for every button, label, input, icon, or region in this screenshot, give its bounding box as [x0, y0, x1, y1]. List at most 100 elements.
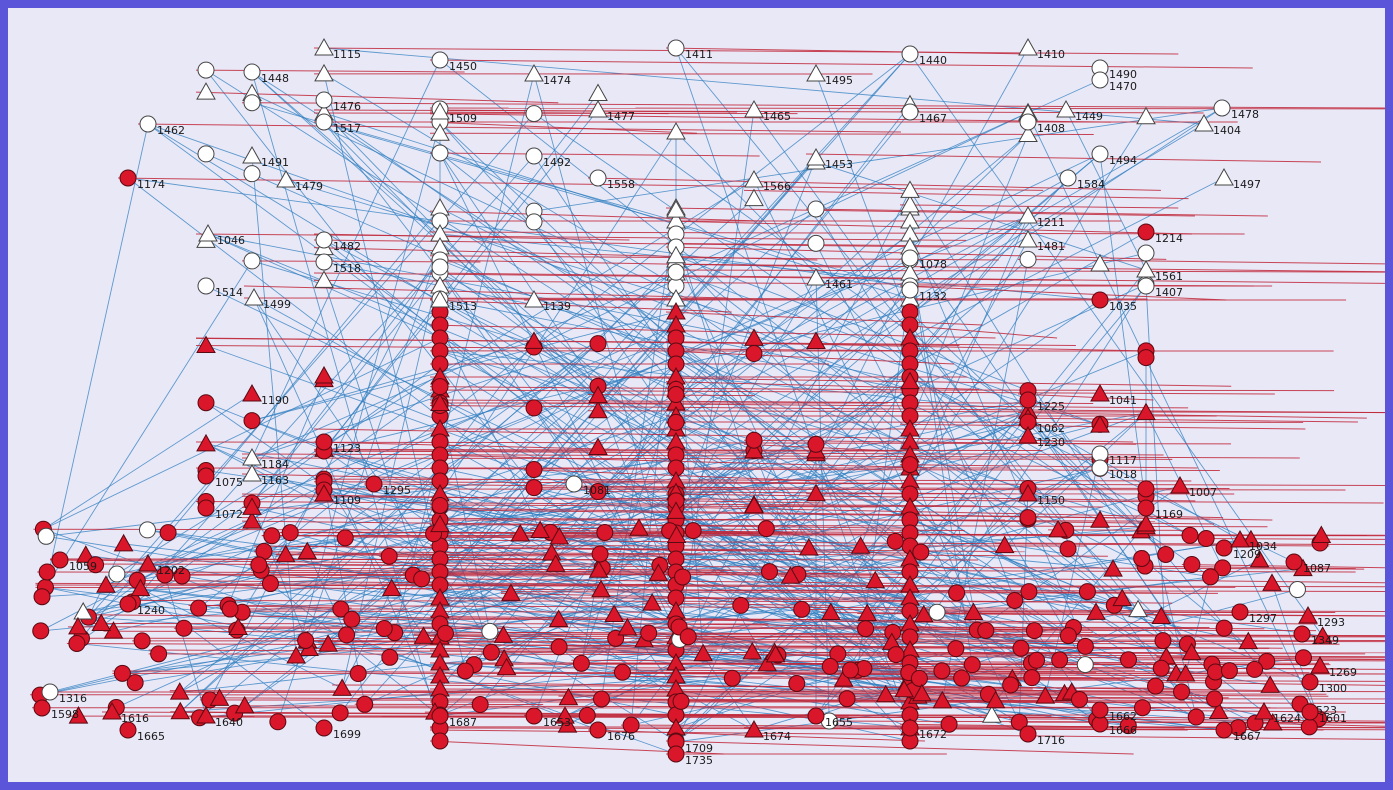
graph-node-1584[interactable]: 1584 — [1059, 169, 1105, 191]
graph-node[interactable] — [196, 82, 216, 100]
node-triangle[interactable] — [932, 690, 953, 709]
graph-node[interactable] — [666, 501, 686, 519]
graph-node[interactable] — [1025, 622, 1043, 640]
graph-node[interactable] — [591, 545, 609, 563]
graph-node[interactable] — [430, 514, 450, 533]
graph-node-1211[interactable]: 1211 — [1018, 205, 1065, 229]
graph-node[interactable] — [667, 386, 685, 404]
node-circle[interactable] — [1181, 526, 1199, 544]
node-triangle[interactable] — [1056, 99, 1076, 118]
graph-node[interactable] — [332, 678, 353, 696]
node-triangle[interactable] — [234, 695, 255, 714]
node-circle[interactable] — [332, 600, 350, 618]
graph-node-1666[interactable]: 1666 — [1091, 715, 1137, 737]
node-triangle[interactable] — [1018, 205, 1038, 224]
node-circle[interactable] — [336, 529, 354, 547]
node-circle[interactable] — [1025, 622, 1043, 640]
graph-node[interactable] — [159, 524, 177, 542]
graph-node[interactable] — [913, 604, 934, 623]
graph-node-1214[interactable]: 1214 — [1137, 223, 1183, 245]
node-triangle[interactable] — [806, 483, 826, 502]
graph-node-1735[interactable]: 1735 — [667, 745, 713, 767]
node-circle[interactable] — [901, 719, 919, 737]
graph-node-1411[interactable]: 1411 — [667, 39, 713, 61]
node-triangle[interactable] — [806, 63, 826, 82]
node-circle[interactable] — [838, 690, 856, 708]
node-circle[interactable] — [910, 669, 928, 687]
node-circle[interactable] — [197, 499, 215, 517]
node-circle[interactable] — [1157, 545, 1175, 563]
graph-node-1462[interactable]: 1462 — [139, 115, 185, 137]
graph-node-1450[interactable]: 1450 — [431, 51, 477, 73]
node-triangle[interactable] — [744, 719, 764, 738]
graph-node[interactable] — [1152, 659, 1170, 677]
graph-node[interactable] — [1136, 514, 1156, 532]
node-circle[interactable] — [431, 732, 449, 750]
graph-node[interactable] — [588, 83, 608, 101]
graph-node[interactable] — [501, 583, 521, 601]
node-triangle[interactable] — [332, 678, 353, 696]
node-triangle[interactable] — [591, 579, 611, 598]
graph-node[interactable] — [525, 399, 543, 417]
graph-node[interactable] — [130, 578, 151, 597]
node-circle[interactable] — [243, 165, 261, 183]
node-circle[interactable] — [947, 640, 965, 658]
graph-node[interactable] — [331, 704, 349, 722]
graph-node[interactable] — [1078, 583, 1096, 601]
graph-node[interactable] — [87, 556, 105, 574]
node-triangle[interactable] — [806, 147, 826, 166]
node-circle[interactable] — [684, 522, 702, 540]
node-triangle[interactable] — [1018, 425, 1038, 444]
node-circle[interactable] — [1202, 568, 1220, 586]
node-circle[interactable] — [821, 657, 839, 675]
node-triangle[interactable] — [1208, 701, 1229, 719]
graph-node[interactable] — [510, 523, 531, 542]
node-circle[interactable] — [977, 621, 995, 639]
node-triangle[interactable] — [113, 533, 134, 552]
node-circle[interactable] — [356, 695, 374, 713]
node-circle[interactable] — [901, 249, 919, 267]
graph-node[interactable] — [666, 245, 686, 264]
graph-node-1225[interactable]: 1225 — [1019, 391, 1065, 413]
graph-node-1495[interactable]: 1495 — [806, 63, 853, 87]
graph-node[interactable] — [1147, 677, 1165, 695]
graph-node[interactable] — [242, 511, 262, 529]
graph-node[interactable] — [91, 613, 112, 631]
node-circle[interactable] — [953, 669, 971, 687]
graph-node-1497[interactable]: 1497 — [1214, 167, 1261, 191]
graph-node[interactable] — [1288, 581, 1306, 599]
node-circle[interactable] — [250, 556, 268, 574]
graph-node[interactable] — [648, 563, 669, 581]
graph-node[interactable] — [338, 626, 356, 644]
node-triangle[interactable] — [806, 267, 826, 286]
graph-node[interactable] — [679, 628, 697, 646]
node-circle[interactable] — [297, 631, 315, 649]
node-triangle[interactable] — [413, 626, 434, 644]
graph-node[interactable] — [841, 661, 859, 679]
node-circle[interactable] — [263, 527, 281, 545]
node-triangle[interactable] — [1018, 483, 1038, 502]
node-triangle[interactable] — [780, 566, 801, 584]
node-triangle[interactable] — [1311, 525, 1332, 543]
graph-node[interactable] — [1262, 712, 1283, 731]
node-triangle[interactable] — [757, 653, 778, 672]
graph-node-1139[interactable]: 1139 — [524, 289, 571, 313]
graph-node[interactable] — [1090, 510, 1110, 528]
node-triangle[interactable] — [765, 644, 786, 663]
node-circle[interactable] — [139, 115, 157, 133]
node-circle[interactable] — [1215, 619, 1233, 637]
graph-node[interactable] — [1202, 568, 1220, 586]
graph-node[interactable] — [375, 620, 393, 638]
graph-node-1300[interactable]: 1300 — [1301, 673, 1347, 695]
node-circle[interactable] — [159, 524, 177, 542]
graph-node[interactable] — [68, 706, 89, 724]
node-circle[interactable] — [431, 707, 449, 725]
node-triangle[interactable] — [196, 82, 216, 100]
graph-node[interactable] — [1020, 583, 1038, 601]
node-triangle[interactable] — [1112, 588, 1133, 607]
graph-node[interactable] — [947, 640, 965, 658]
node-circle[interactable] — [1215, 721, 1233, 739]
node-circle[interactable] — [1293, 625, 1311, 643]
graph-node[interactable] — [314, 63, 334, 82]
node-triangle[interactable] — [666, 525, 687, 543]
